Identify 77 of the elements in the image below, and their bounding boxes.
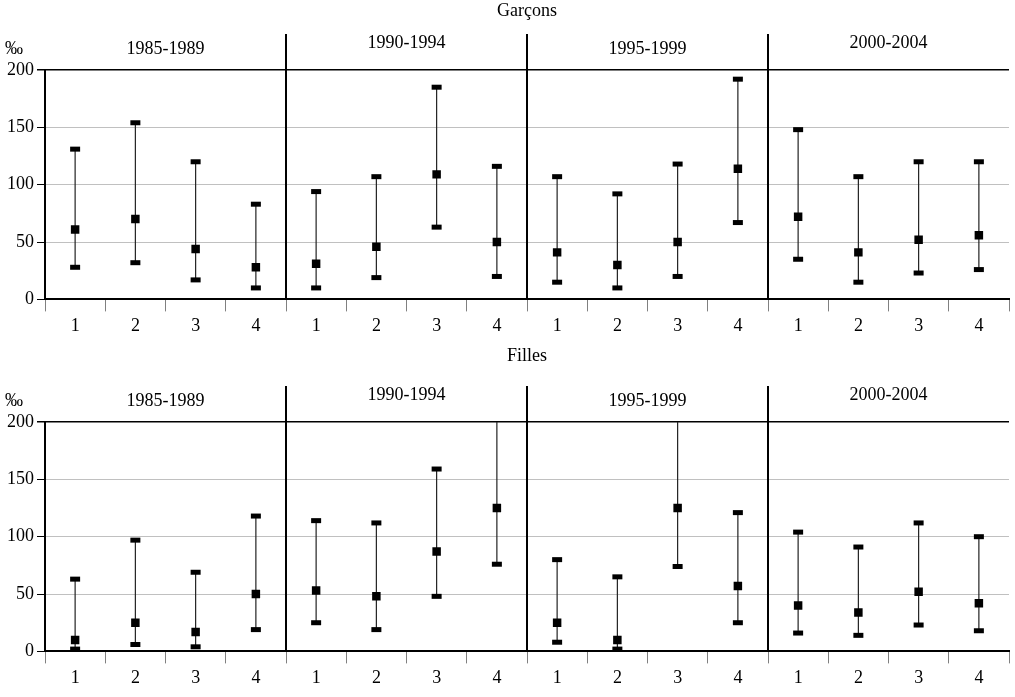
point [673,237,682,247]
point [613,260,622,270]
text: 2000-2004 [849,383,928,404]
text: 1990-1994 [367,383,446,404]
point [793,601,803,610]
point [673,503,682,513]
text: 2000-2004 [849,31,928,52]
point [613,635,622,645]
point [191,627,200,637]
point [70,225,80,234]
x-tick-label: 3 [191,666,201,687]
text: 1990-1994 [367,31,446,52]
x-tick-label: 1 [70,666,80,687]
x-tick-label: 3 [432,314,442,335]
x-tick-label: 3 [673,314,683,335]
point [372,592,381,601]
x-tick-label: 3 [432,666,442,687]
x-tick-label: 3 [191,314,201,335]
x-tick-label: 4 [251,314,261,335]
x-tick-label: 1 [793,314,803,335]
x-tick-label: 1 [552,666,562,687]
y-axis-title: ‰ [5,37,23,58]
x-tick-label: 2 [853,666,863,687]
y-tick-label: 150 [7,116,34,137]
point [914,235,923,244]
y-tick-label: 0 [25,288,34,309]
x-tick-label: 3 [914,314,924,335]
chart-title: Filles [506,344,548,365]
point [854,608,863,617]
x-tick-label: 2 [130,666,140,687]
text: 1995-1999 [608,37,687,58]
x-tick-label: 3 [914,666,924,687]
y-tick-label: 100 [7,525,34,546]
x-tick-label: 2 [612,314,622,335]
text: 1995-1999 [608,389,687,410]
point [131,214,140,224]
x-tick-label: 4 [974,314,984,335]
text: 1985-1989 [126,389,205,410]
y-tick-label: 200 [7,58,34,79]
y-tick-label: 150 [7,468,34,489]
x-tick-label: 4 [974,666,984,687]
chart-title: Garçons [497,0,557,20]
y-tick-label: 50 [16,582,34,603]
point [914,587,923,596]
x-tick-label: 1 [552,314,562,335]
x-tick-label: 1 [70,314,80,335]
y-tick-label: 0 [25,640,34,661]
x-tick-label: 2 [853,314,863,335]
point [432,170,441,179]
point [311,586,321,595]
point [733,164,743,173]
point [432,547,441,556]
y-axis-title: ‰ [5,389,23,410]
x-tick-label: 4 [733,314,743,335]
x-tick-label: 2 [371,666,381,687]
point [131,618,140,627]
x-tick-label: 1 [793,666,803,687]
point [552,618,562,627]
point [191,244,200,254]
x-tick-label: 1 [311,314,321,335]
x-tick-label: 4 [492,314,502,335]
y-tick-label: 50 [16,230,34,251]
x-tick-label: 4 [251,666,261,687]
x-tick-label: 1 [311,666,321,687]
point [552,248,562,257]
x-tick-label: 3 [673,666,683,687]
point [251,263,261,272]
text: 1985-1989 [126,37,205,58]
y-tick-label: 100 [7,173,34,194]
x-tick-label: 4 [492,666,502,687]
point [854,248,863,257]
point [372,242,381,251]
x-tick-label: 2 [612,666,622,687]
x-tick-label: 4 [733,666,743,687]
y-tick-label: 200 [7,410,34,431]
x-tick-label: 2 [371,314,381,335]
x-tick-label: 2 [130,314,140,335]
